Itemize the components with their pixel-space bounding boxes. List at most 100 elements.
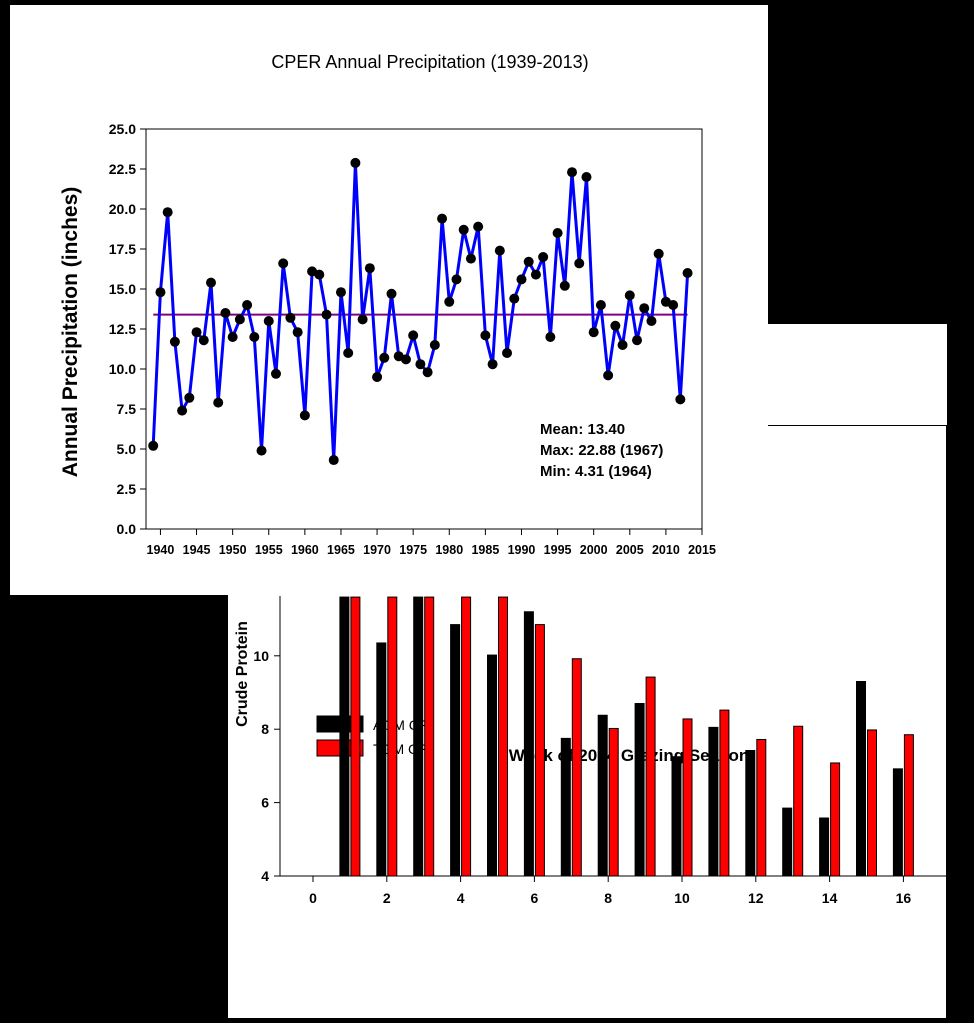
- precipitation-point: [675, 394, 686, 405]
- precipitation-point: [567, 167, 578, 178]
- bar-agm: [339, 596, 350, 877]
- precipitation-point: [184, 392, 195, 403]
- line-x-tick-label: 2000: [580, 543, 608, 557]
- precipitation-point: [502, 348, 513, 358]
- precipitation-point: [213, 397, 224, 408]
- bar-tgm: [608, 727, 619, 877]
- precipitation-point: [227, 332, 238, 342]
- precipitation-point: [191, 327, 202, 338]
- precipitation-point: [400, 354, 411, 365]
- bar-tgm: [498, 596, 508, 877]
- precipitation-point: [386, 288, 397, 299]
- bar-y-tick-label: 10: [253, 648, 269, 664]
- precipitation-point: [588, 327, 599, 338]
- precipitation-point: [595, 300, 606, 310]
- bar-x-tick-label: 0: [309, 890, 317, 906]
- bar-y-tick-label: 4: [261, 868, 269, 884]
- bar-x-tick-label: 8: [604, 890, 612, 906]
- bar-agm: [413, 596, 424, 877]
- precipitation-point: [668, 300, 679, 310]
- precipitation-point: [256, 445, 267, 456]
- precipitation-point: [422, 367, 433, 378]
- precipitation-point: [285, 312, 296, 323]
- line-y-tick-label: 12.5: [109, 321, 136, 337]
- line-y-tick-label: 25.0: [109, 121, 136, 137]
- line-y-tick-label: 20.0: [109, 201, 136, 217]
- line-x-tick-label: 1945: [183, 543, 211, 557]
- precipitation-point: [357, 314, 368, 325]
- precipitation-point: [343, 348, 354, 358]
- precipitation-point: [545, 332, 556, 342]
- line-y-tick-label: 22.5: [109, 161, 136, 177]
- line-y-tick-label: 0.0: [117, 521, 137, 537]
- precipitation-series-line: [151, 162, 690, 461]
- bar-y-axis-label: Crude Protein: [234, 621, 251, 727]
- line-x-tick-label: 2005: [616, 543, 644, 557]
- precipitation-point: [437, 213, 448, 224]
- bar-agm: [597, 714, 608, 877]
- precipitation-point: [639, 303, 650, 314]
- precipitation-point: [538, 252, 549, 262]
- bar-agm: [560, 737, 571, 877]
- precipitation-point: [364, 263, 375, 274]
- bar-y-tick-label: 6: [261, 795, 269, 811]
- bar-x-tick-label: 12: [748, 890, 764, 906]
- line-x-tick-label: 1955: [255, 543, 283, 557]
- precipitation-point: [451, 274, 462, 285]
- bar-agm: [856, 680, 866, 877]
- bar-tgm: [830, 762, 841, 877]
- bar-agm: [819, 817, 830, 877]
- bar-tgm: [793, 725, 804, 877]
- precipitation-point: [632, 335, 643, 346]
- bar-tgm: [867, 729, 877, 877]
- precipitation-point: [559, 280, 570, 291]
- bar-tgm: [387, 596, 398, 877]
- precipitation-point: [335, 287, 346, 298]
- bar-agm: [782, 807, 793, 877]
- bar-tgm: [903, 734, 914, 877]
- bar-tgm: [424, 596, 435, 877]
- line-x-tick-label: 1940: [147, 543, 175, 557]
- precipitation-point: [458, 224, 469, 235]
- bar-agm: [708, 726, 719, 877]
- line-y-tick-label: 15.0: [109, 281, 136, 297]
- bar-tgm: [719, 709, 730, 877]
- precipitation-point: [574, 258, 585, 269]
- precipitation-point: [617, 340, 628, 350]
- precipitation-point: [480, 330, 491, 341]
- bar-y-tick-label: 8: [261, 721, 269, 737]
- precipitation-point: [292, 327, 303, 338]
- line-y-tick-label: 5.0: [117, 441, 137, 457]
- precipitation-point: [314, 269, 325, 280]
- precipitation-point: [148, 440, 159, 451]
- bar-x-tick-label: 14: [822, 890, 838, 906]
- line-chart-panel: CPER Annual Precipitation (1939-2013) An…: [10, 5, 768, 595]
- bar-agm: [892, 768, 903, 877]
- precipitation-point: [610, 320, 621, 331]
- bar-tgm: [756, 738, 767, 877]
- precipitation-point: [372, 372, 383, 382]
- precipitation-point: [408, 330, 419, 341]
- bar-agm: [523, 611, 534, 877]
- precipitation-point: [155, 287, 166, 298]
- precipitation-point: [552, 228, 563, 238]
- precipitation-point: [646, 316, 657, 326]
- line-x-tick-label: 1985: [471, 543, 499, 557]
- precipitation-point: [321, 309, 332, 320]
- precipitation-point: [278, 258, 289, 269]
- precipitation-point: [465, 253, 476, 264]
- precipitation-point: [509, 293, 520, 304]
- bar-x-tick-label: 2: [383, 890, 391, 906]
- bar-x-tick-label: 10: [674, 890, 690, 906]
- line-x-tick-label: 1970: [363, 543, 391, 557]
- precipitation-point: [270, 368, 281, 379]
- precipitation-point: [328, 455, 339, 466]
- bar-tgm: [534, 624, 545, 877]
- precipitation-point: [603, 370, 614, 381]
- precipitation-point: [242, 300, 253, 310]
- line-x-tick-label: 1960: [291, 543, 319, 557]
- precipitation-point: [379, 352, 390, 363]
- precipitation-point: [205, 277, 216, 288]
- bar-tgm: [461, 596, 472, 877]
- precipitation-point: [530, 269, 541, 280]
